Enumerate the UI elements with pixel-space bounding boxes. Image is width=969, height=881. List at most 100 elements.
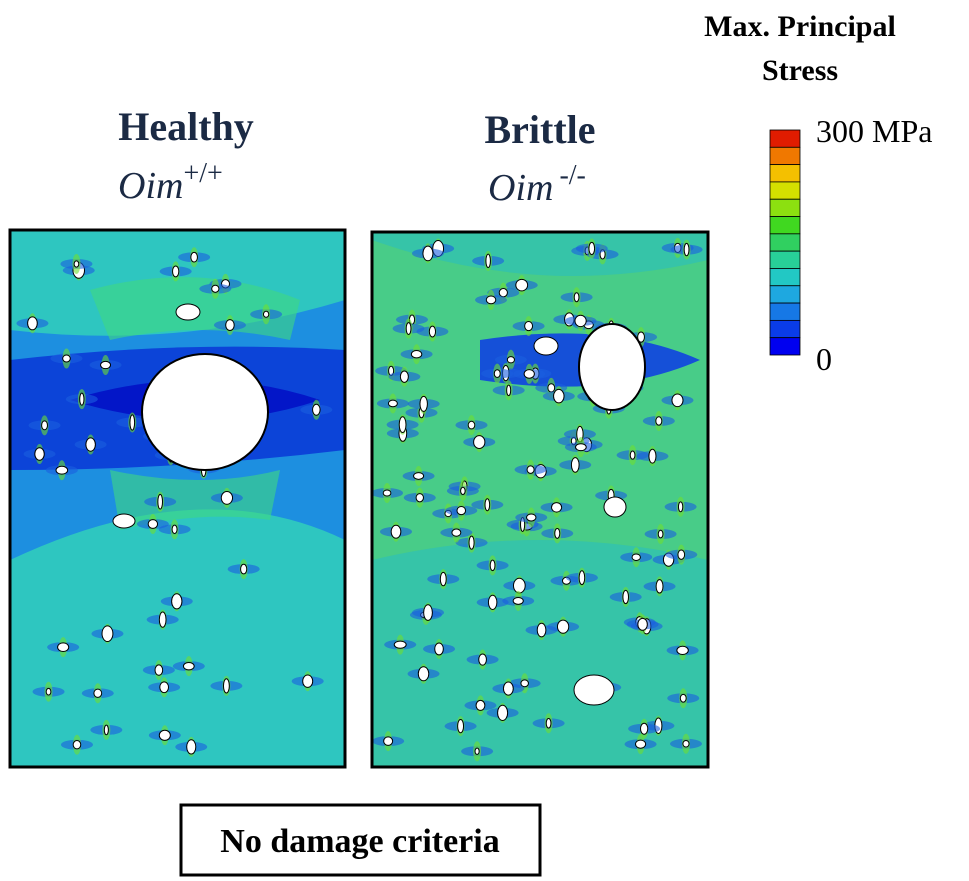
pore <box>457 506 466 514</box>
pore <box>649 449 656 463</box>
pore <box>212 285 219 292</box>
pore <box>494 370 500 378</box>
panel-title: Brittle <box>484 107 595 152</box>
caption: No damage criteria <box>220 823 499 860</box>
colorbar <box>770 130 800 355</box>
pore <box>527 514 536 521</box>
pore <box>435 643 444 655</box>
pore <box>183 662 194 669</box>
colorbar-band <box>770 130 800 147</box>
genotype: Oim <box>488 167 553 209</box>
pore <box>94 689 102 697</box>
pore <box>527 466 534 473</box>
pore <box>503 682 513 695</box>
pore <box>656 580 663 593</box>
pore <box>658 530 663 538</box>
pore <box>452 529 461 536</box>
pore <box>488 595 496 609</box>
genotype: Oim <box>118 165 183 207</box>
pore <box>516 279 528 291</box>
pore <box>672 394 683 407</box>
pore <box>486 296 495 304</box>
pore <box>101 361 111 368</box>
colorbar-band <box>770 268 800 285</box>
pore <box>102 626 113 642</box>
pore <box>400 371 408 382</box>
pore <box>226 320 234 331</box>
colorbar-band <box>770 320 800 337</box>
pore <box>513 578 525 593</box>
pore <box>80 393 84 405</box>
pore <box>476 700 485 710</box>
pore <box>521 680 529 687</box>
pore <box>468 421 475 429</box>
pore <box>507 357 514 363</box>
pore <box>263 311 268 317</box>
pore <box>554 389 564 403</box>
pore <box>221 492 232 505</box>
pore <box>416 494 423 502</box>
pore <box>623 590 629 603</box>
pore <box>680 694 686 702</box>
pore <box>636 740 646 748</box>
colorbar-band <box>770 217 800 234</box>
pore <box>490 560 495 570</box>
pore <box>46 688 51 695</box>
panel-title: Healthy <box>118 104 254 149</box>
colorbar-band <box>770 286 800 303</box>
pore <box>42 421 48 430</box>
pore <box>74 261 79 267</box>
pore <box>383 490 391 496</box>
superscript: -/- <box>559 160 585 191</box>
pore <box>440 572 446 585</box>
pore <box>172 594 182 609</box>
pore <box>546 719 551 729</box>
pore <box>557 620 568 633</box>
pore <box>173 266 179 277</box>
brittle-contour <box>371 232 708 767</box>
legend-title: Max. Principal <box>704 10 896 43</box>
pore <box>678 502 682 512</box>
pore <box>677 646 688 654</box>
pore <box>35 448 44 460</box>
colorbar-band <box>770 234 800 251</box>
pore <box>384 737 393 745</box>
colorbar-band <box>770 251 800 268</box>
pore <box>555 528 560 538</box>
pore <box>388 400 397 407</box>
pore <box>479 654 487 665</box>
pore <box>406 323 411 335</box>
pore <box>684 243 689 255</box>
pore <box>576 444 587 451</box>
colorbar-band <box>770 147 800 164</box>
pore <box>104 725 108 735</box>
pore <box>411 351 421 358</box>
pore <box>632 554 640 561</box>
pore <box>420 396 427 411</box>
pore <box>418 667 428 681</box>
pore <box>513 598 523 605</box>
pore <box>58 643 69 652</box>
panel-genotype: Oim-/- <box>488 160 586 209</box>
colorbar-band <box>770 182 800 199</box>
pore <box>474 436 485 449</box>
pore <box>574 293 579 302</box>
pore <box>63 355 71 362</box>
pore <box>641 723 648 734</box>
pore <box>28 317 38 330</box>
pore <box>313 404 321 415</box>
pore <box>548 384 555 392</box>
pore <box>498 705 508 720</box>
legend-title: Stress <box>762 54 838 87</box>
pore <box>172 525 177 533</box>
pore <box>656 417 662 425</box>
colorbar-band <box>770 303 800 320</box>
pore <box>394 641 406 648</box>
pore <box>525 322 533 331</box>
pore <box>579 571 585 585</box>
pore <box>399 417 406 433</box>
healthy-contour <box>10 230 345 767</box>
pore <box>159 730 170 740</box>
pore <box>391 525 401 538</box>
pore <box>159 612 166 627</box>
